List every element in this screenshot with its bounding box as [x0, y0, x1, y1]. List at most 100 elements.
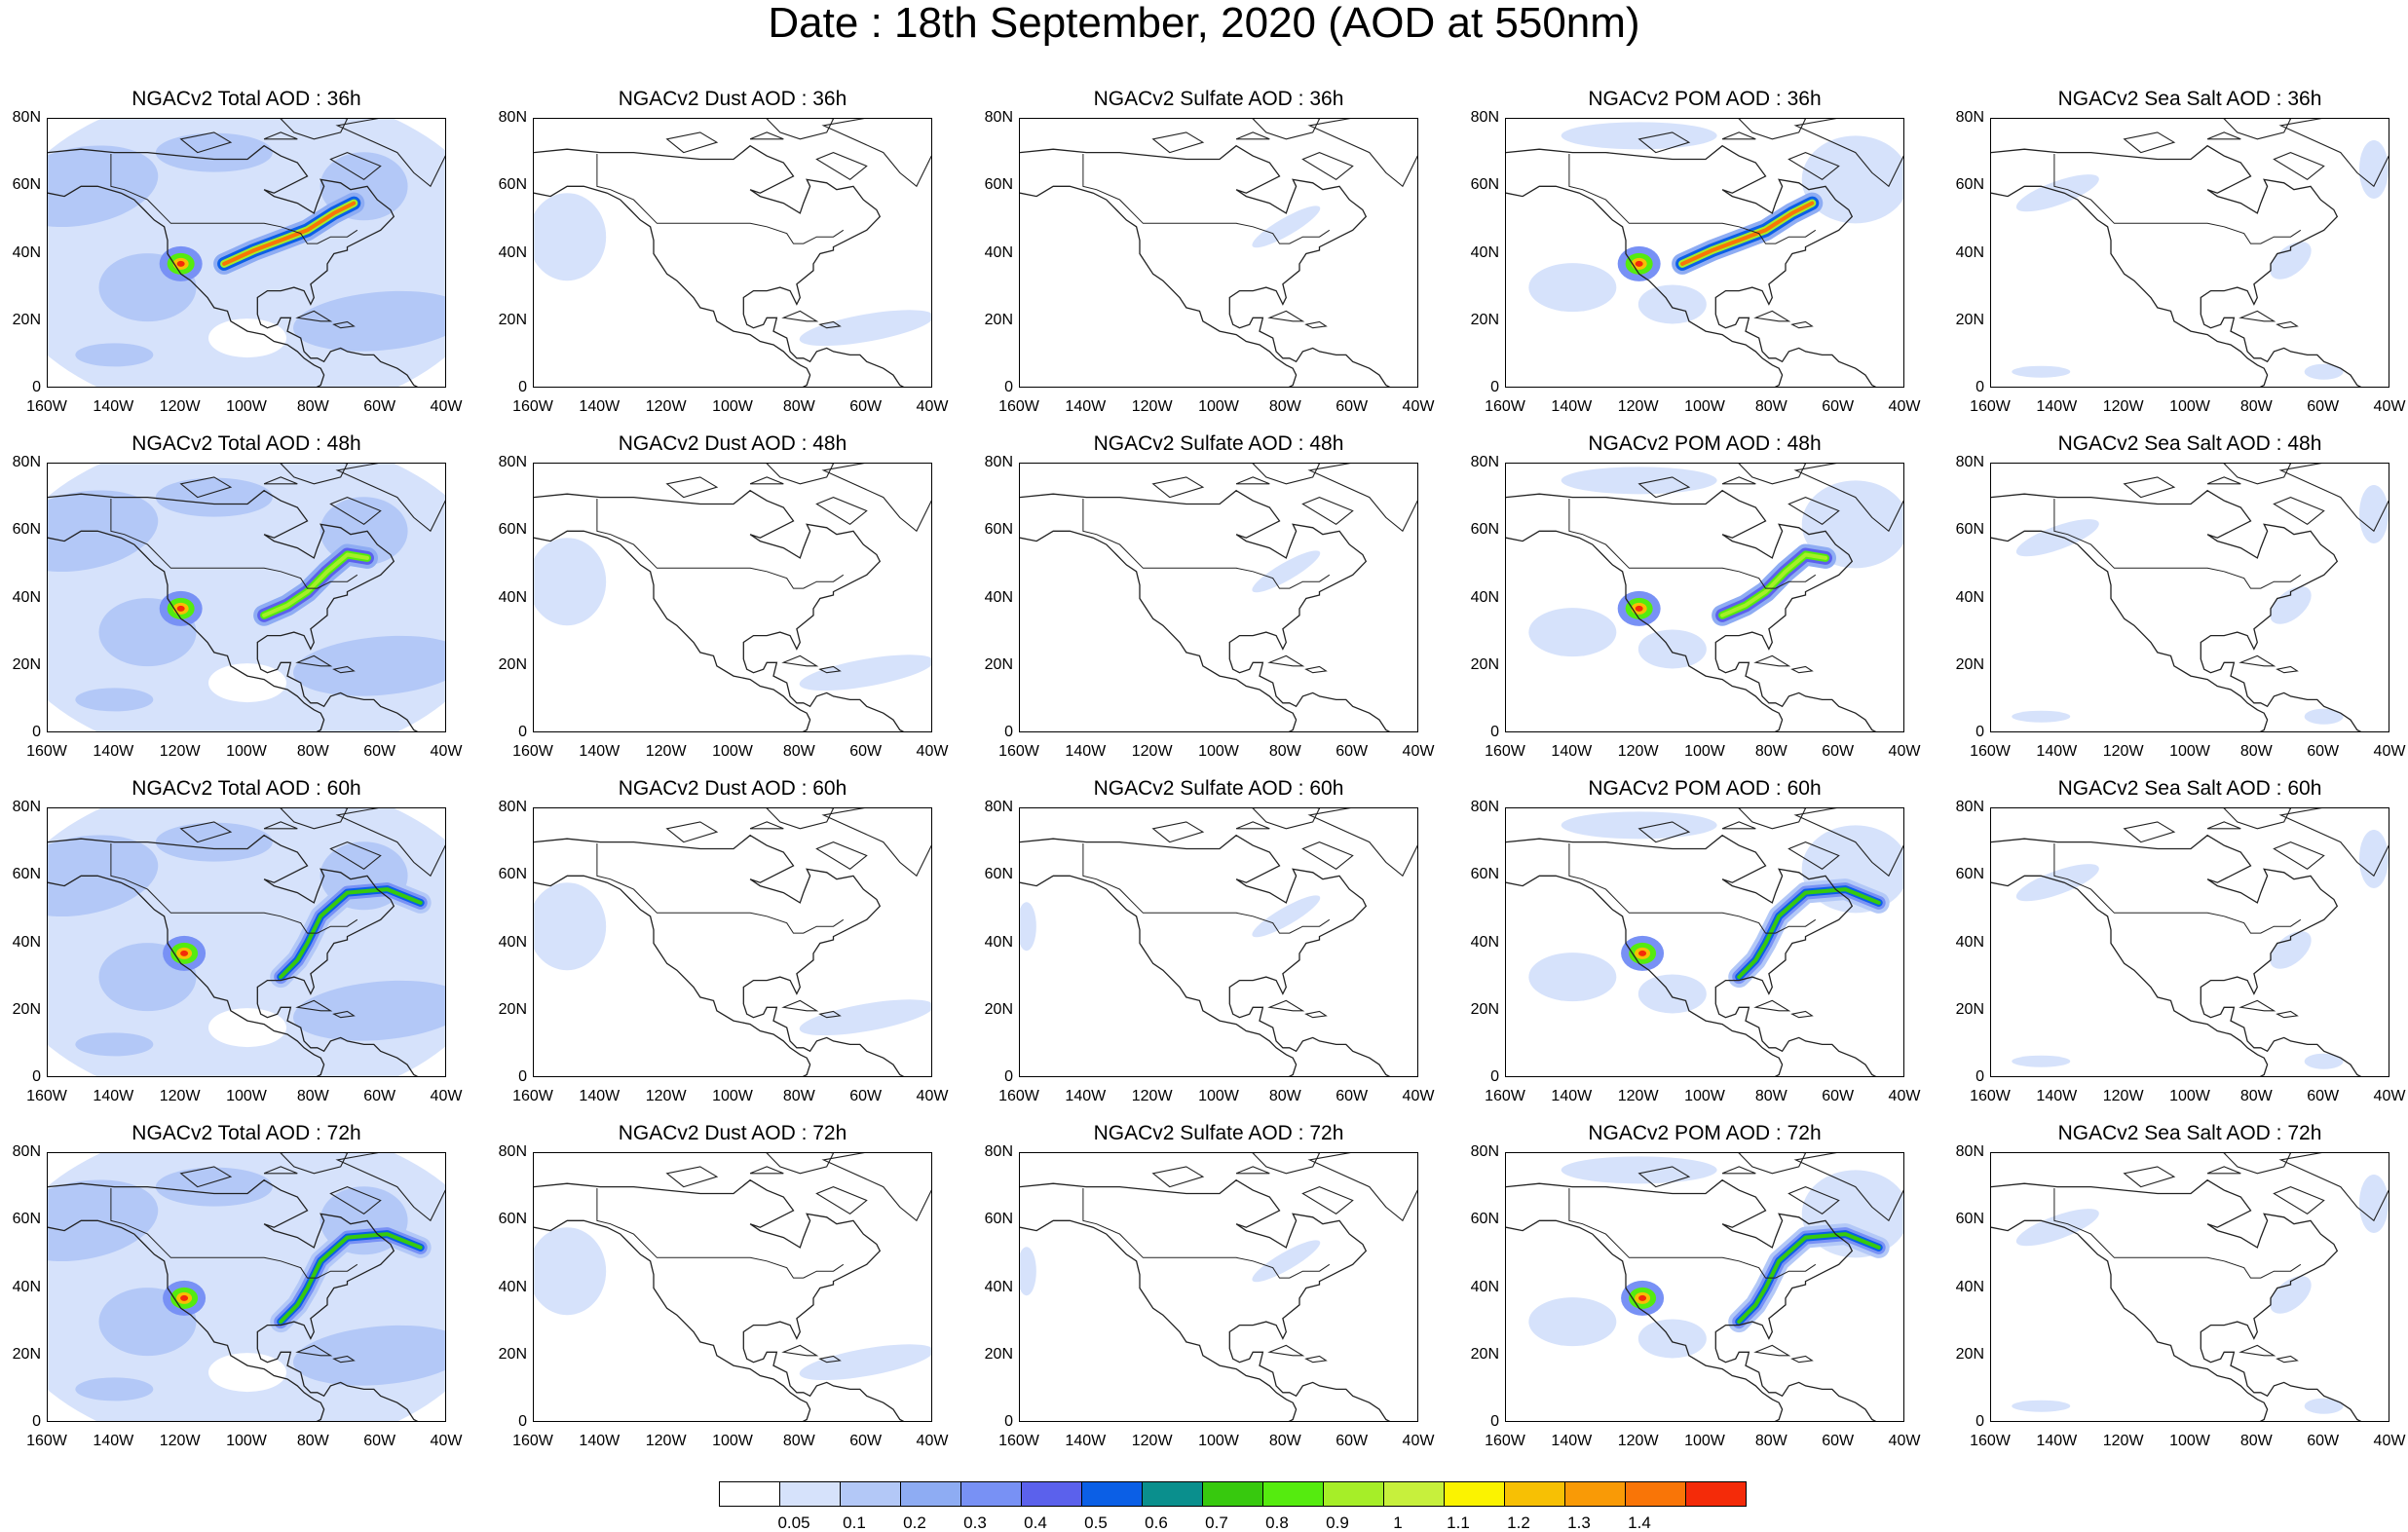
- coastline: [1020, 808, 1417, 1076]
- x-tick-label: 160W: [512, 743, 553, 760]
- aod-plume: [279, 1232, 423, 1325]
- panel-title: NGACv2 Sulfate AOD : 48h: [1093, 432, 1344, 455]
- y-tick-label: 80N: [12, 109, 41, 126]
- x-tick-label: 40W: [430, 398, 463, 415]
- y-tick-label: 0: [1004, 1413, 1013, 1430]
- aod-blob: [1528, 263, 1617, 313]
- x-tick-label: 80W: [2239, 398, 2273, 415]
- y-tick-label: 60N: [498, 866, 527, 883]
- panel-title: NGACv2 Sea Salt AOD : 72h: [2057, 1122, 2322, 1144]
- x-tick-label: 80W: [1754, 743, 1787, 760]
- panel-title: NGACv2 Sulfate AOD : 36h: [1093, 88, 1344, 110]
- x-tick-label: 40W: [2373, 1433, 2406, 1449]
- coastline: [48, 119, 445, 387]
- coastline: [1991, 808, 2389, 1076]
- y-tick-label: 40N: [1470, 1278, 1499, 1295]
- x-tick-label: 160W: [998, 398, 1039, 415]
- x-tick-label: 140W: [579, 743, 621, 760]
- x-tick-label: 100W: [712, 398, 753, 415]
- x-tick-label: 80W: [1268, 398, 1301, 415]
- panel-title: NGACv2 Total AOD : 72h: [132, 1122, 361, 1144]
- y-tick-label: 40N: [12, 1278, 41, 1295]
- x-tick-label: 140W: [93, 1433, 134, 1449]
- map-plot-area: [47, 1152, 446, 1422]
- panel-title: NGACv2 POM AOD : 48h: [1588, 432, 1822, 455]
- y-tick-label: 60N: [498, 1211, 527, 1228]
- coastline: [1020, 1153, 1417, 1421]
- y-tick-label: 80N: [498, 454, 527, 470]
- y-tick-label: 20N: [984, 311, 1013, 328]
- x-tick-label: 40W: [430, 1088, 463, 1104]
- x-tick-label: 100W: [1198, 1088, 1239, 1104]
- x-tick-label: 60W: [849, 398, 883, 415]
- y-tick-label: 40N: [984, 588, 1013, 606]
- aod-blob: [534, 538, 607, 626]
- aod-blob: [1252, 1240, 1321, 1283]
- x-tick-label: 40W: [916, 1433, 949, 1449]
- aod-plume: [1737, 887, 1881, 980]
- panel-title: NGACv2 Dust AOD : 48h: [618, 432, 847, 455]
- aod-blob: [2304, 708, 2344, 725]
- y-tick-label: 40N: [12, 243, 41, 261]
- aod-blob: [2304, 1398, 2344, 1414]
- colorbar-swatch: [1383, 1481, 1445, 1507]
- colorbar-swatch: [1444, 1481, 1505, 1507]
- panel-title: NGACv2 POM AOD : 72h: [1588, 1122, 1822, 1144]
- colorbar-tick-label: 0.9: [1326, 1513, 1349, 1532]
- y-tick-label: 60N: [984, 521, 1013, 539]
- colorbar-tick-label: 0.7: [1205, 1513, 1228, 1532]
- map-plot-area: [1505, 807, 1904, 1077]
- colorbar-tick-label: 0.3: [963, 1513, 987, 1532]
- aod-field: [1991, 808, 2389, 1076]
- x-tick-label: 80W: [296, 1088, 329, 1104]
- aod-blob: [208, 1008, 286, 1048]
- x-tick-label: 60W: [1822, 743, 1855, 760]
- x-tick-label: 100W: [2169, 743, 2210, 760]
- aod-blob: [799, 310, 931, 347]
- x-tick-label: 80W: [2239, 1433, 2273, 1449]
- x-tick-label: 140W: [2036, 743, 2078, 760]
- y-tick-label: 0: [1490, 1413, 1499, 1430]
- x-tick-label: 60W: [1336, 743, 1369, 760]
- aod-field: [1020, 464, 1417, 731]
- y-tick-label: 20N: [1955, 655, 1984, 673]
- smoke-source: [1638, 950, 1647, 956]
- aod-field: [534, 1153, 931, 1421]
- colorbar-swatch: [1625, 1481, 1686, 1507]
- x-tick-label: 60W: [1336, 398, 1369, 415]
- aod-blob: [1561, 1156, 1717, 1184]
- y-tick-label: 20N: [1470, 1345, 1499, 1363]
- aod-blob: [2012, 365, 2071, 378]
- aod-blob: [208, 318, 286, 358]
- x-tick-label: 60W: [1336, 1088, 1369, 1104]
- panel-title: NGACv2 Sea Salt AOD : 48h: [2057, 432, 2322, 455]
- aod-blob: [75, 343, 154, 367]
- y-tick-label: 40N: [498, 243, 527, 261]
- aod-blob: [292, 635, 445, 696]
- aod-blob: [1801, 135, 1903, 224]
- x-tick-label: 60W: [1336, 1433, 1369, 1449]
- map-plot-area: [1990, 118, 2389, 388]
- map-plot-area: [533, 463, 932, 732]
- colorbar-tick-label: 0.6: [1145, 1513, 1168, 1532]
- panel-title: NGACv2 Sulfate AOD : 60h: [1093, 777, 1344, 800]
- aod-blob: [75, 1032, 154, 1057]
- map-plot-area: [1990, 463, 2389, 732]
- colorbar-tick-label: 1.4: [1628, 1513, 1651, 1532]
- y-tick-label: 40N: [1955, 588, 1984, 606]
- panel-title: NGACv2 Sea Salt AOD : 60h: [2057, 777, 2322, 800]
- colorbar-swatch: [1685, 1481, 1747, 1507]
- x-tick-label: 40W: [1402, 398, 1435, 415]
- x-tick-label: 160W: [998, 743, 1039, 760]
- aod-field: [534, 464, 931, 731]
- y-tick-label: 60N: [1955, 866, 1984, 883]
- x-tick-label: 80W: [782, 398, 815, 415]
- x-tick-label: 140W: [1551, 1088, 1593, 1104]
- map-plot-area: [1505, 1152, 1904, 1422]
- y-tick-label: 20N: [1955, 1345, 1984, 1363]
- smoke-source: [1638, 1294, 1647, 1301]
- aod-blob: [292, 980, 445, 1041]
- panel-title: NGACv2 Total AOD : 48h: [132, 432, 361, 455]
- y-tick-label: 20N: [498, 1345, 527, 1363]
- x-tick-label: 40W: [430, 743, 463, 760]
